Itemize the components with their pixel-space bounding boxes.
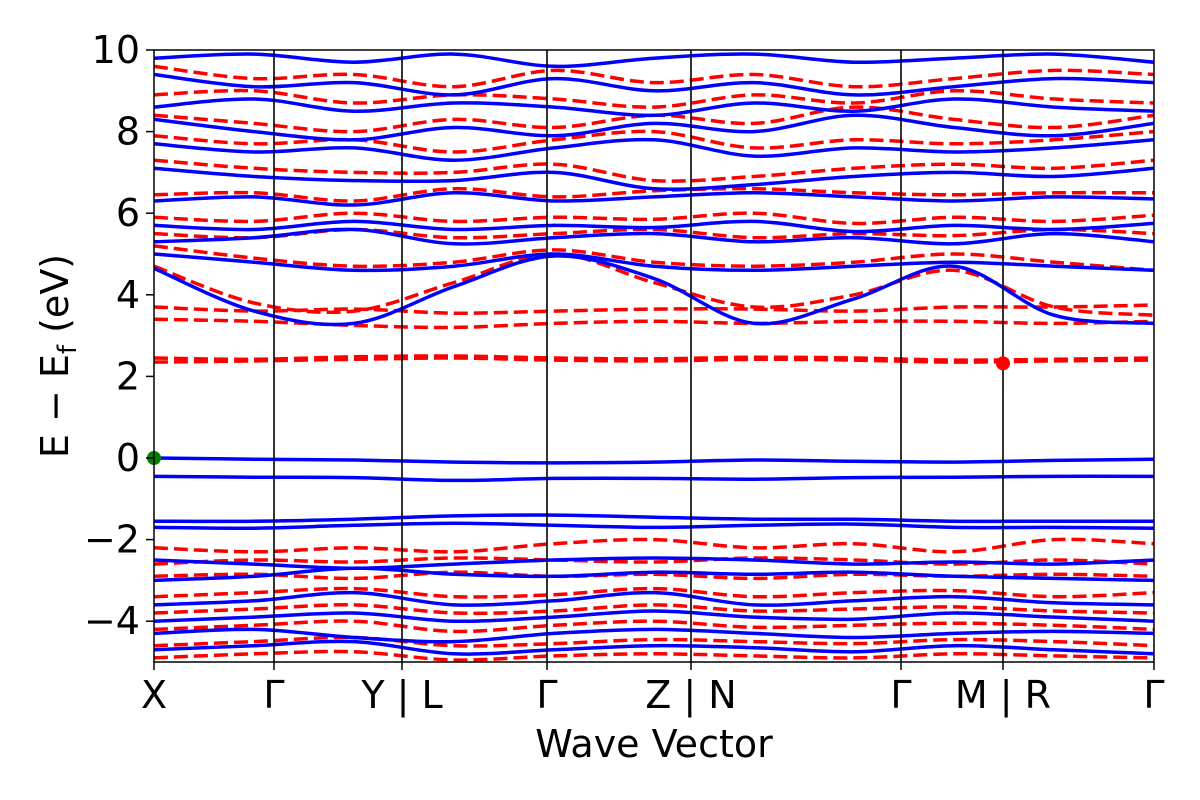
band-solid bbox=[154, 219, 1154, 234]
band-solid bbox=[154, 254, 1154, 327]
y-axis-label-unit: (eV) bbox=[33, 254, 77, 345]
x-tick-label: Z | N bbox=[645, 673, 736, 718]
y-tick-label: −2 bbox=[84, 518, 140, 562]
band-dashed bbox=[154, 635, 1154, 648]
band-dashed bbox=[154, 252, 1154, 317]
y-tick-label: 0 bbox=[116, 436, 140, 480]
band-dashed bbox=[154, 88, 1154, 109]
band-solid bbox=[154, 474, 1154, 483]
band-dashed bbox=[154, 64, 1154, 89]
band-solid bbox=[154, 566, 1154, 583]
band-solid bbox=[154, 97, 1154, 118]
y-axis-label: E − Ef (eV) bbox=[33, 254, 83, 458]
y-tick-label: 2 bbox=[116, 354, 140, 398]
plot-area bbox=[147, 49, 1155, 663]
band-solid bbox=[154, 590, 1154, 607]
x-tick-label: Y | L bbox=[360, 673, 442, 718]
band-dashed bbox=[154, 537, 1154, 554]
band-solid bbox=[154, 513, 1154, 524]
band-solid bbox=[154, 521, 1154, 531]
x-tick-label: Γ bbox=[263, 673, 284, 717]
y-axis-ticks: 10 8 6 4 2 0 −2 −4 bbox=[84, 28, 154, 643]
band-dashed bbox=[154, 356, 1154, 364]
band-solid bbox=[154, 137, 1154, 162]
y-axis-label-subscript: f bbox=[53, 344, 83, 354]
band-dashed bbox=[154, 603, 1154, 616]
band-solid bbox=[154, 113, 1154, 142]
band-dashed bbox=[154, 158, 1154, 183]
x-axis-ticks: X Γ Y | L Γ Z | N Γ M | R Γ bbox=[141, 662, 1165, 718]
band-solid bbox=[154, 227, 1154, 246]
y-tick-label: 10 bbox=[92, 28, 140, 72]
x-tick-label: Γ bbox=[890, 673, 911, 717]
y-axis-label-main: E − E bbox=[33, 354, 77, 458]
band-dashed bbox=[154, 354, 1154, 362]
y-tick-label: −4 bbox=[84, 599, 140, 643]
band-dashed bbox=[154, 244, 1154, 273]
band-dashed bbox=[154, 211, 1154, 226]
x-tick-label: X bbox=[141, 673, 167, 717]
x-tick-label: M | R bbox=[955, 673, 1051, 718]
x-tick-label: Γ bbox=[1143, 673, 1164, 717]
bands-layer bbox=[154, 52, 1154, 662]
band-dashed bbox=[154, 619, 1154, 634]
band-solid bbox=[154, 639, 1154, 656]
cbm-point bbox=[996, 356, 1010, 371]
band-dashed bbox=[154, 186, 1154, 203]
band-solid bbox=[154, 556, 1154, 570]
band-dashed bbox=[154, 649, 1154, 662]
band-solid bbox=[154, 191, 1154, 207]
band-solid bbox=[154, 52, 1154, 69]
band-solid bbox=[154, 456, 1154, 465]
band-dashed bbox=[154, 303, 1154, 315]
y-tick-label: 4 bbox=[116, 273, 140, 317]
band-solid bbox=[154, 166, 1154, 192]
band-dashed bbox=[154, 586, 1154, 599]
special-points bbox=[147, 356, 1010, 465]
x-axis-label: Wave Vector bbox=[535, 722, 773, 766]
band-solid bbox=[154, 72, 1154, 97]
band-solid bbox=[154, 627, 1154, 644]
y-tick-label: 8 bbox=[116, 110, 140, 154]
x-tick-label: Γ bbox=[536, 673, 557, 717]
band-solid bbox=[154, 609, 1154, 624]
plot-frame bbox=[153, 49, 1155, 663]
kpoint-lines bbox=[273, 50, 1004, 662]
band-solid bbox=[154, 252, 1154, 273]
y-tick-label: 6 bbox=[116, 191, 140, 235]
